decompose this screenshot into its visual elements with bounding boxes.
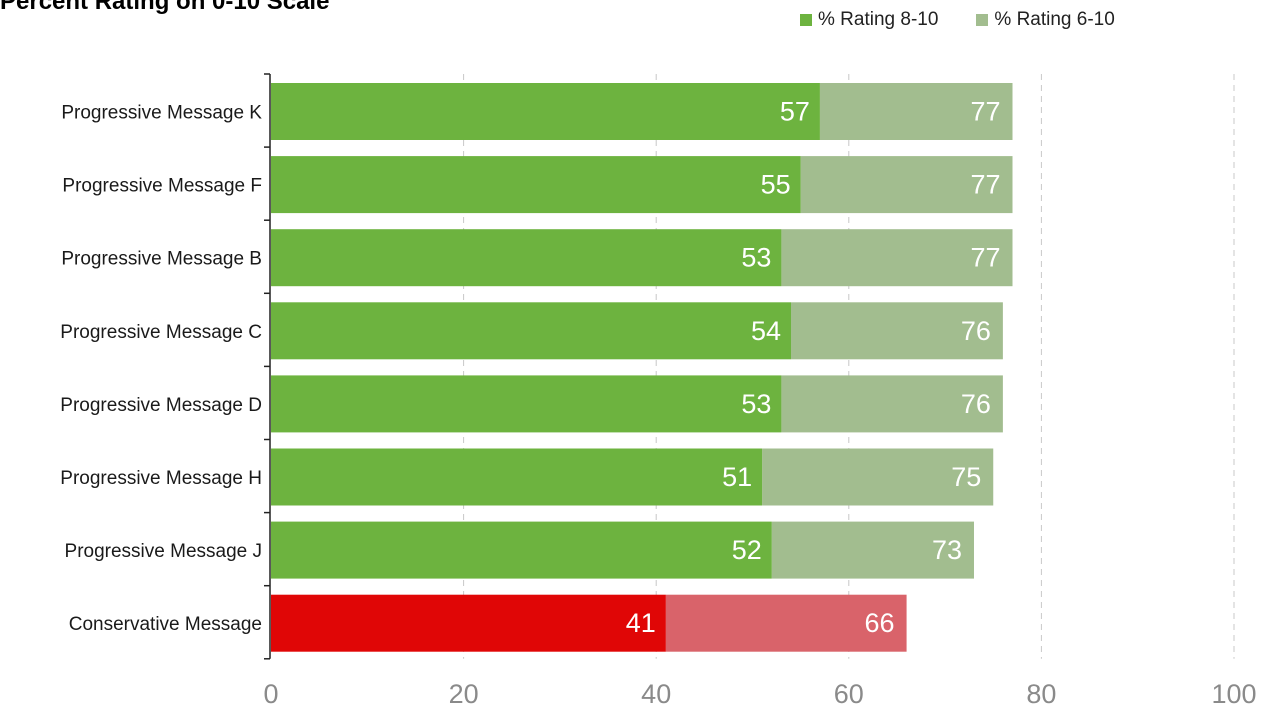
legend-swatch-rating-8-10 <box>800 14 812 26</box>
x-tick-label: 40 <box>641 679 671 709</box>
bar-rating-6-10 <box>781 229 1013 287</box>
bar-rating-8-10 <box>271 83 820 140</box>
data-label-rating-6-10: 77 <box>970 170 1000 200</box>
legend-item-rating-8-10: % Rating 8-10 <box>800 9 938 31</box>
category-label-progressive-message-h: Progressive Message H <box>60 468 262 489</box>
x-tick-label: 100 <box>1211 679 1256 709</box>
bar-rating-8-10 <box>271 302 792 360</box>
bar-rating-6-10 <box>771 521 974 579</box>
data-label-rating-8-10: 41 <box>626 608 656 638</box>
chart-title: Percent Rating on 0-10 Scale <box>0 0 330 15</box>
category-label-progressive-message-f: Progressive Message F <box>62 176 262 197</box>
data-label-rating-6-10: 76 <box>961 316 991 346</box>
category-label-progressive-message-k: Progressive Message K <box>61 103 262 124</box>
bar-rating-6-10 <box>781 375 1003 433</box>
x-tick-label: 60 <box>834 679 864 709</box>
x-tick-label: 20 <box>449 679 479 709</box>
legend-label-rating-8-10: % Rating 8-10 <box>818 9 939 30</box>
bar-rating-6-10 <box>819 83 1013 140</box>
category-label-progressive-message-c: Progressive Message C <box>60 322 262 343</box>
bar-rating-8-10 <box>271 521 772 579</box>
data-label-rating-6-10: 73 <box>932 535 962 565</box>
category-label-progressive-message-d: Progressive Message D <box>60 395 262 416</box>
data-label-rating-6-10: 77 <box>970 97 1000 127</box>
data-label-rating-8-10: 57 <box>780 97 810 127</box>
x-tick-label: 80 <box>1026 679 1056 709</box>
data-label-rating-6-10: 77 <box>970 243 1000 273</box>
bar-rating-8-10 <box>271 229 782 287</box>
bar-rating-8-10 <box>271 156 801 214</box>
category-label-conservative-message: Conservative Message <box>69 614 262 635</box>
category-label-progressive-message-b: Progressive Message B <box>61 249 262 270</box>
data-label-rating-8-10: 51 <box>722 462 752 492</box>
data-label-rating-6-10: 66 <box>865 608 895 638</box>
bar-rating-6-10 <box>800 156 1013 214</box>
data-label-rating-8-10: 52 <box>732 535 762 565</box>
legend-item-rating-6-10: % Rating 6-10 <box>976 9 1115 31</box>
data-label-rating-6-10: 75 <box>951 462 981 492</box>
bar-rating-8-10 <box>271 594 666 652</box>
bar-rating-8-10 <box>271 375 782 433</box>
data-label-rating-8-10: 53 <box>741 243 771 273</box>
bar-rating-8-10 <box>271 448 763 506</box>
data-label-rating-8-10: 53 <box>741 389 771 419</box>
legend-swatch-rating-6-10 <box>976 14 989 26</box>
bar-rating-6-10 <box>762 448 994 506</box>
bar-rating-6-10 <box>665 594 907 652</box>
legend-label-rating-6-10: % Rating 6-10 <box>994 9 1115 30</box>
data-label-rating-8-10: 55 <box>761 170 791 200</box>
data-label-rating-6-10: 76 <box>961 389 991 419</box>
x-tick-label: 0 <box>263 679 278 709</box>
bar-rating-6-10 <box>791 302 1003 360</box>
data-label-rating-8-10: 54 <box>751 316 781 346</box>
legend: % Rating 8-10 % Rating 6-10 <box>800 9 1115 31</box>
category-label-progressive-message-j: Progressive Message J <box>65 541 262 562</box>
